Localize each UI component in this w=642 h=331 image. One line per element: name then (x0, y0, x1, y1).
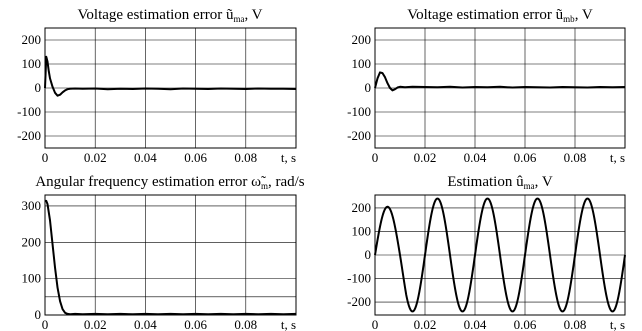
y-tick-label: -100 (17, 104, 41, 119)
x-tick-label: 0.06 (184, 317, 207, 331)
x-axis-unit-label: t, s (610, 317, 625, 331)
y-tick-label: -100 (347, 271, 371, 286)
chart-title-subscript: ma (524, 181, 535, 191)
y-tick-label: 100 (352, 56, 372, 71)
y-tick-label: 100 (22, 56, 42, 71)
x-tick-label: 0.08 (564, 317, 587, 331)
chart-title: Angular frequency estimation error ω̃m, … (35, 174, 304, 191)
y-tick-label: -200 (347, 294, 371, 309)
y-tick-label: 0 (365, 80, 372, 95)
x-tick-label: 0.02 (414, 150, 437, 165)
chart-2: Voltage estimation error ũmb, V 200 100 0 -1… (347, 7, 626, 165)
x-tick-label: 0.02 (84, 317, 107, 331)
chart-title-main: Angular frequency estimation error (35, 174, 251, 190)
x-axis-unit-label: t, s (610, 150, 625, 165)
chart-title-main: Voltage estimation error (78, 7, 226, 23)
x-tick-label: 0.08 (234, 150, 257, 165)
y-tick-label: 200 (22, 234, 42, 249)
x-tick-label: 0 (42, 317, 49, 331)
x-tick-label: 0.02 (84, 150, 107, 165)
chart-title: Voltage estimation error ũmb, V (407, 7, 593, 24)
chart-title: Voltage estimation error ũma, V (78, 7, 263, 24)
x-tick-label: 0.02 (414, 317, 437, 331)
y-tick-label: 0 (365, 247, 372, 262)
x-tick-label: 0 (372, 150, 379, 165)
y-tick-label: 100 (22, 271, 42, 286)
x-tick-label: 0.04 (464, 150, 487, 165)
x-tick-label: 0.06 (514, 317, 537, 331)
x-tick-label: 0.08 (564, 150, 587, 165)
chart-title-unit: , V (244, 7, 262, 23)
chart-title-main: Estimation (447, 174, 516, 190)
chart-title-unit: , V (535, 174, 553, 190)
chart-title-symbol: ũ (226, 7, 234, 23)
y-tick-label: 0 (35, 307, 42, 322)
chart-title-subscript: m (261, 181, 268, 191)
series-line (44, 55, 297, 97)
x-tick-label: 0.04 (464, 317, 487, 331)
series-line (45, 199, 297, 316)
x-axis-unit-label: t, s (281, 317, 296, 331)
chart-title: Estimation ûma, V (447, 174, 552, 191)
x-tick-label: 0.06 (184, 150, 207, 165)
y-tick-label: 200 (22, 32, 42, 47)
y-tick-label: 0 (35, 80, 42, 95)
chart-1: Voltage estimation error ũma, V 200 100 0 -1… (17, 7, 297, 165)
chart-title-main: Voltage estimation error (407, 7, 555, 23)
y-tick-label: -100 (347, 104, 371, 119)
y-tick-label: 300 (22, 198, 42, 213)
x-tick-label: 0.06 (514, 150, 537, 165)
x-tick-label: 0.04 (134, 150, 157, 165)
chart-title-symbol: û (516, 174, 524, 190)
x-tick-label: 0 (372, 317, 379, 331)
chart-3: Angular frequency estimation error ω̃m, … (22, 174, 305, 331)
y-tick-label: 100 (352, 223, 372, 238)
series-line (374, 197, 626, 313)
chart-title-unit: , V (575, 7, 593, 23)
x-tick-label: 0.08 (234, 317, 257, 331)
y-tick-label: 200 (352, 32, 372, 47)
chart-title-subscript: ma (233, 14, 244, 24)
chart-title-unit: , rad/s (268, 174, 305, 190)
y-tick-label: -200 (17, 128, 41, 143)
y-tick-label: -200 (347, 128, 371, 143)
x-tick-label: 0 (42, 150, 49, 165)
plot-frame (44, 194, 297, 316)
x-axis-unit-label: t, s (281, 150, 296, 165)
chart-title-symbol: ũ (556, 7, 564, 23)
x-tick-label: 0.04 (134, 317, 157, 331)
y-tick-label: 200 (352, 200, 372, 215)
chart-title-subscript: mb (563, 14, 575, 24)
series-line (374, 71, 626, 92)
